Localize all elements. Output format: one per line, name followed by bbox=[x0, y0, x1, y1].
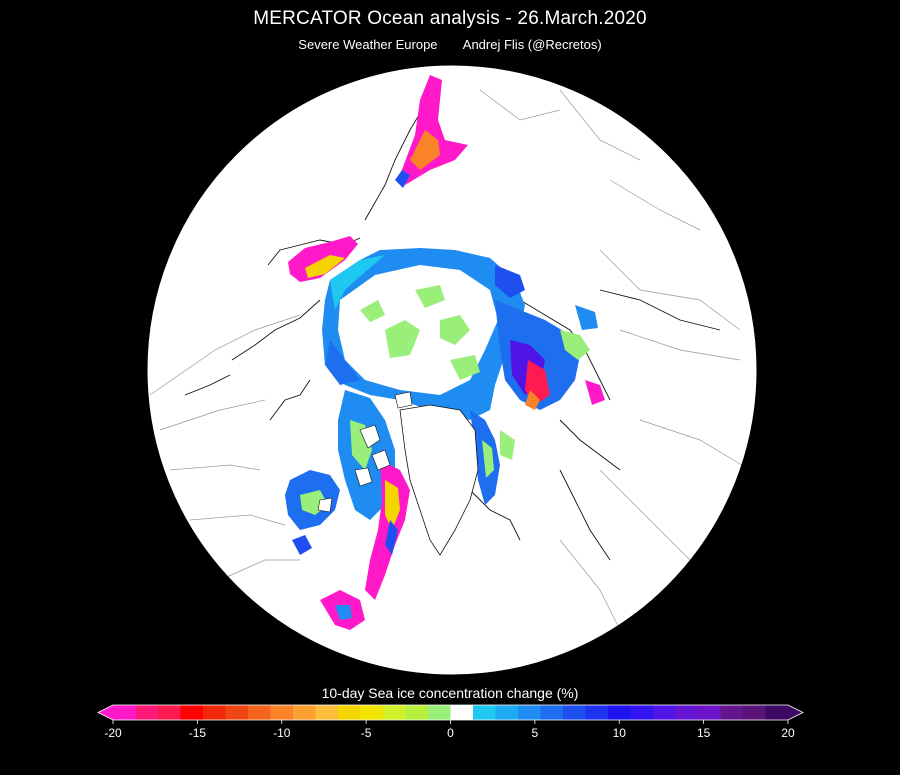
colorbar-tick-label: -5 bbox=[361, 726, 372, 740]
colorbar-swatch bbox=[540, 705, 564, 720]
sea-ice-change-field bbox=[285, 75, 605, 630]
colorbar-swatch bbox=[653, 705, 676, 720]
colorbar-swatch bbox=[383, 705, 406, 720]
colorbar-swatch bbox=[743, 705, 766, 720]
arctic-islands bbox=[317, 391, 413, 513]
colorbar-tick-label: -15 bbox=[189, 726, 207, 740]
colorbar-swatch bbox=[720, 705, 744, 720]
map-title: MERCATOR Ocean analysis - 26.March.2020 bbox=[253, 8, 647, 29]
colorbar-tick-label: -10 bbox=[273, 726, 291, 740]
colorbar-swatch bbox=[585, 705, 609, 720]
colorbar-swatch bbox=[203, 705, 226, 720]
country-borders bbox=[149, 89, 751, 631]
source-label: Severe Weather Europe bbox=[298, 37, 438, 52]
colorbar-swatch bbox=[248, 705, 271, 720]
colorbar-swatch bbox=[180, 705, 204, 720]
colorbar-swatch bbox=[270, 705, 294, 720]
colorbar: -20 -15 -10 -5 0 5 10 15 20 bbox=[0, 700, 900, 770]
colorbar-tick-label: 10 bbox=[613, 726, 627, 740]
colorbar-swatch bbox=[338, 705, 361, 720]
colorbar-extend-low bbox=[98, 705, 113, 720]
colorbar-swatch bbox=[563, 705, 586, 720]
colorbar-swatch bbox=[473, 705, 496, 720]
colorbar-tick-label: 5 bbox=[532, 726, 539, 740]
colorbar-swatch bbox=[630, 705, 654, 720]
author-label: Andrej Flis (@Recretos) bbox=[462, 37, 602, 52]
greenland-land bbox=[399, 404, 479, 556]
map-subtitle: Severe Weather Europe Andrej Flis (@Recr… bbox=[0, 37, 900, 52]
colorbar-extend-high bbox=[788, 705, 803, 720]
colorbar-swatch bbox=[360, 705, 384, 720]
colorbar-swatch bbox=[518, 705, 541, 720]
colorbar-swatch bbox=[765, 705, 789, 720]
colorbar-swatch bbox=[450, 705, 474, 720]
colorbar-tick-label: 20 bbox=[781, 726, 795, 740]
colorbar-tick-label: -20 bbox=[104, 726, 122, 740]
colorbar-swatch bbox=[495, 705, 519, 720]
colorbar-swatch bbox=[293, 705, 316, 720]
colorbar-tick-label: 0 bbox=[447, 726, 454, 740]
colorbar-tick-label: 15 bbox=[697, 726, 711, 740]
legend-title: 10-day Sea ice concentration change (%) bbox=[321, 685, 579, 701]
colorbar-swatch bbox=[675, 705, 699, 720]
colorbar-swatch bbox=[113, 705, 136, 720]
colorbar-swatch bbox=[698, 705, 721, 720]
colorbar-swatch bbox=[608, 705, 631, 720]
colorbar-swatch bbox=[428, 705, 451, 720]
polar-map bbox=[146, 64, 758, 676]
colorbar-swatch bbox=[158, 705, 181, 720]
colorbar-swatch bbox=[315, 705, 339, 720]
colorbar-swatch bbox=[405, 705, 429, 720]
colorbar-swatch bbox=[135, 705, 159, 720]
colorbar-swatch bbox=[225, 705, 249, 720]
